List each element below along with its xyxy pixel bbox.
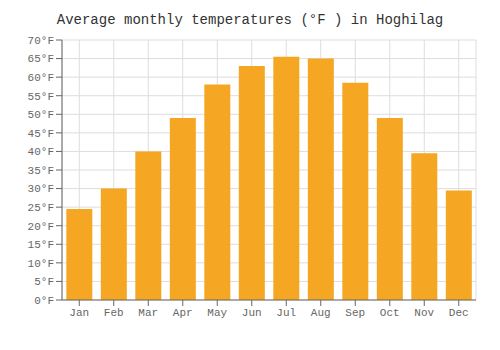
svg-text:5°F: 5°F [34, 276, 54, 288]
svg-text:15°F: 15°F [28, 239, 54, 251]
svg-text:0°F: 0°F [34, 295, 54, 307]
svg-text:45°F: 45°F [28, 128, 54, 140]
svg-text:Jul: Jul [276, 307, 296, 319]
svg-text:70°F: 70°F [28, 35, 54, 47]
svg-text:Dec: Dec [449, 307, 469, 319]
svg-text:May: May [207, 307, 227, 319]
svg-text:30°F: 30°F [28, 183, 54, 195]
svg-text:Nov: Nov [414, 307, 434, 319]
html-text:Average monthly temperatures (: Average monthly temperatures (°F ) in Ho… [56, 12, 444, 28]
svg-text:Jun: Jun [242, 307, 262, 319]
svg-text:Oct: Oct [380, 307, 400, 319]
svg-text:50°F: 50°F [28, 109, 54, 121]
svg-text:25°F: 25°F [28, 202, 54, 214]
svg-text:20°F: 20°F [28, 221, 54, 233]
svg-text:65°F: 65°F [28, 53, 54, 65]
svg-text:Sep: Sep [345, 307, 365, 319]
svg-text:55°F: 55°F [28, 91, 54, 103]
svg-text:35°F: 35°F [28, 165, 54, 177]
svg-text:10°F: 10°F [28, 258, 54, 270]
svg-text:Mar: Mar [138, 307, 158, 319]
svg-text:40°F: 40°F [28, 146, 54, 158]
svg-text:Apr: Apr [173, 307, 193, 319]
svg-text:Feb: Feb [104, 307, 124, 319]
svg-text:60°F: 60°F [28, 72, 54, 84]
svg-text:Jan: Jan [69, 307, 89, 319]
svg-text:Aug: Aug [311, 307, 331, 319]
